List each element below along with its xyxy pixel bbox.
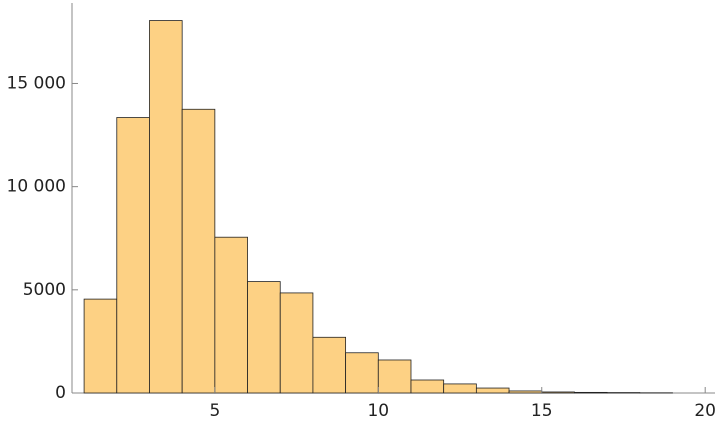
bar (149, 20, 183, 394)
x-tick-label: 10 (367, 401, 389, 421)
bar (377, 359, 412, 394)
bar (312, 336, 347, 394)
x-tick-label: 5 (209, 401, 220, 421)
bar (345, 352, 379, 394)
bar (508, 390, 543, 394)
bar (83, 298, 118, 394)
bar (475, 387, 510, 394)
bar (443, 383, 477, 394)
y-tick-label: 10 000 (7, 177, 66, 197)
x-tick-label: 15 (531, 401, 553, 421)
y-tick-label: 15 000 (7, 73, 66, 93)
bar (247, 281, 281, 394)
y-tick-label: 0 (55, 383, 66, 403)
bar (214, 236, 248, 394)
bar (279, 292, 314, 394)
x-tick-label: 20 (694, 401, 716, 421)
bar (541, 391, 575, 394)
bar (116, 117, 150, 394)
bar (410, 379, 445, 394)
bar (181, 108, 216, 394)
y-tick-label: 5000 (23, 280, 66, 300)
bar (574, 391, 608, 394)
